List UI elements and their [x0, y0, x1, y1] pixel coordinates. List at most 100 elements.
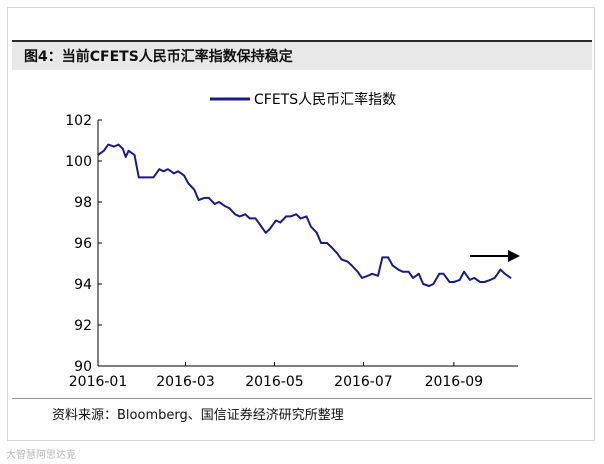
- data-point: [197, 199, 200, 201]
- data-point: [127, 150, 130, 152]
- x-tick-label: 2016-03: [156, 374, 215, 390]
- legend-label: CFETS人民币汇率指数: [254, 91, 396, 108]
- y-tick-label: 96: [74, 236, 92, 252]
- figure-title: 图4：当前CFETS人民币汇率指数保持稳定: [24, 49, 293, 65]
- data-point: [479, 281, 481, 283]
- data-point: [438, 273, 441, 275]
- data-point: [387, 256, 390, 259]
- data-point: [279, 221, 282, 224]
- data-point: [107, 143, 109, 146]
- data-point: [407, 270, 410, 273]
- data-point: [509, 277, 512, 279]
- data-point: [173, 172, 175, 175]
- data-point: [493, 277, 496, 279]
- x-tick-label: 2016-01: [69, 374, 128, 390]
- data-point: [418, 273, 420, 275]
- data-point: [218, 201, 220, 203]
- trend-arrow-head: [508, 250, 520, 262]
- watermark: 大智慧阿思达克: [6, 450, 76, 461]
- data-point: [234, 213, 236, 216]
- data-point: [103, 150, 105, 152]
- data-point: [320, 242, 322, 244]
- data-point: [203, 197, 206, 199]
- data-point: [117, 143, 120, 146]
- data-point: [504, 273, 506, 275]
- y-tick-label: 100: [65, 154, 92, 170]
- data-point: [183, 174, 185, 177]
- data-point: [158, 168, 161, 170]
- data-point: [269, 227, 271, 230]
- data-point: [458, 279, 461, 281]
- data-point: [422, 283, 425, 285]
- data-point: [483, 281, 486, 283]
- data-point: [402, 270, 404, 273]
- data-point: [148, 176, 150, 179]
- y-tick-label: 90: [74, 359, 92, 375]
- data-point: [336, 252, 339, 255]
- y-tick-label: 92: [74, 318, 92, 334]
- data-point: [228, 207, 231, 209]
- data-point: [238, 215, 241, 218]
- data-point: [351, 264, 353, 267]
- y-tick-label: 98: [74, 195, 92, 211]
- data-point: [499, 268, 502, 271]
- data-point: [299, 217, 302, 220]
- data-point: [133, 154, 136, 156]
- data-point: [224, 205, 226, 207]
- data-point: [469, 279, 471, 281]
- data-point: [152, 176, 155, 179]
- data-point: [264, 232, 267, 234]
- x-tick-label: 2016-07: [334, 374, 393, 390]
- data-point: [162, 170, 165, 173]
- data-point: [305, 215, 308, 218]
- y-tick-label: 102: [65, 113, 92, 129]
- data-point: [142, 176, 144, 179]
- data-point: [473, 277, 476, 279]
- data-point: [448, 281, 451, 283]
- data-point: [193, 188, 196, 191]
- data-point: [289, 215, 292, 218]
- data-point: [489, 279, 492, 281]
- data-point: [295, 213, 298, 216]
- data-point: [285, 215, 287, 218]
- data-point: [340, 258, 343, 261]
- data-point: [208, 197, 210, 199]
- data-point: [463, 270, 465, 273]
- data-point: [412, 277, 414, 279]
- data-point: [254, 217, 257, 220]
- data-point: [442, 273, 445, 275]
- data-point: [391, 264, 394, 267]
- source-note: 资料来源：Bloomberg、国信证券经济研究所整理: [52, 408, 344, 423]
- x-tick-label: 2016-09: [425, 374, 484, 390]
- footer-divider: [12, 398, 592, 399]
- data-point: [122, 147, 124, 150]
- data-point: [244, 213, 247, 216]
- data-point: [113, 145, 115, 148]
- data-point: [213, 203, 216, 205]
- data-point: [97, 154, 99, 156]
- data-point: [432, 283, 435, 285]
- data-point: [167, 168, 169, 170]
- y-tick-label: 94: [74, 277, 92, 293]
- data-point: [330, 246, 333, 248]
- series-line: [97, 143, 512, 287]
- data-point: [367, 275, 369, 277]
- figure-title-bar: 图4：当前CFETS人民币汇率指数保持稳定: [12, 40, 592, 70]
- chart-frame: [7, 7, 595, 441]
- data-point: [377, 275, 379, 277]
- data-point: [361, 277, 363, 279]
- data-point: [346, 260, 349, 263]
- data-point: [397, 268, 400, 271]
- data-point: [177, 170, 179, 173]
- data-point: [453, 281, 455, 283]
- data-point: [275, 219, 277, 222]
- data-point: [187, 182, 190, 185]
- data-point: [356, 270, 359, 273]
- data-point: [259, 223, 261, 226]
- data-point: [326, 242, 328, 244]
- data-point: [138, 176, 140, 179]
- data-point: [371, 273, 374, 275]
- data-point: [248, 217, 251, 220]
- data-point: [124, 156, 127, 158]
